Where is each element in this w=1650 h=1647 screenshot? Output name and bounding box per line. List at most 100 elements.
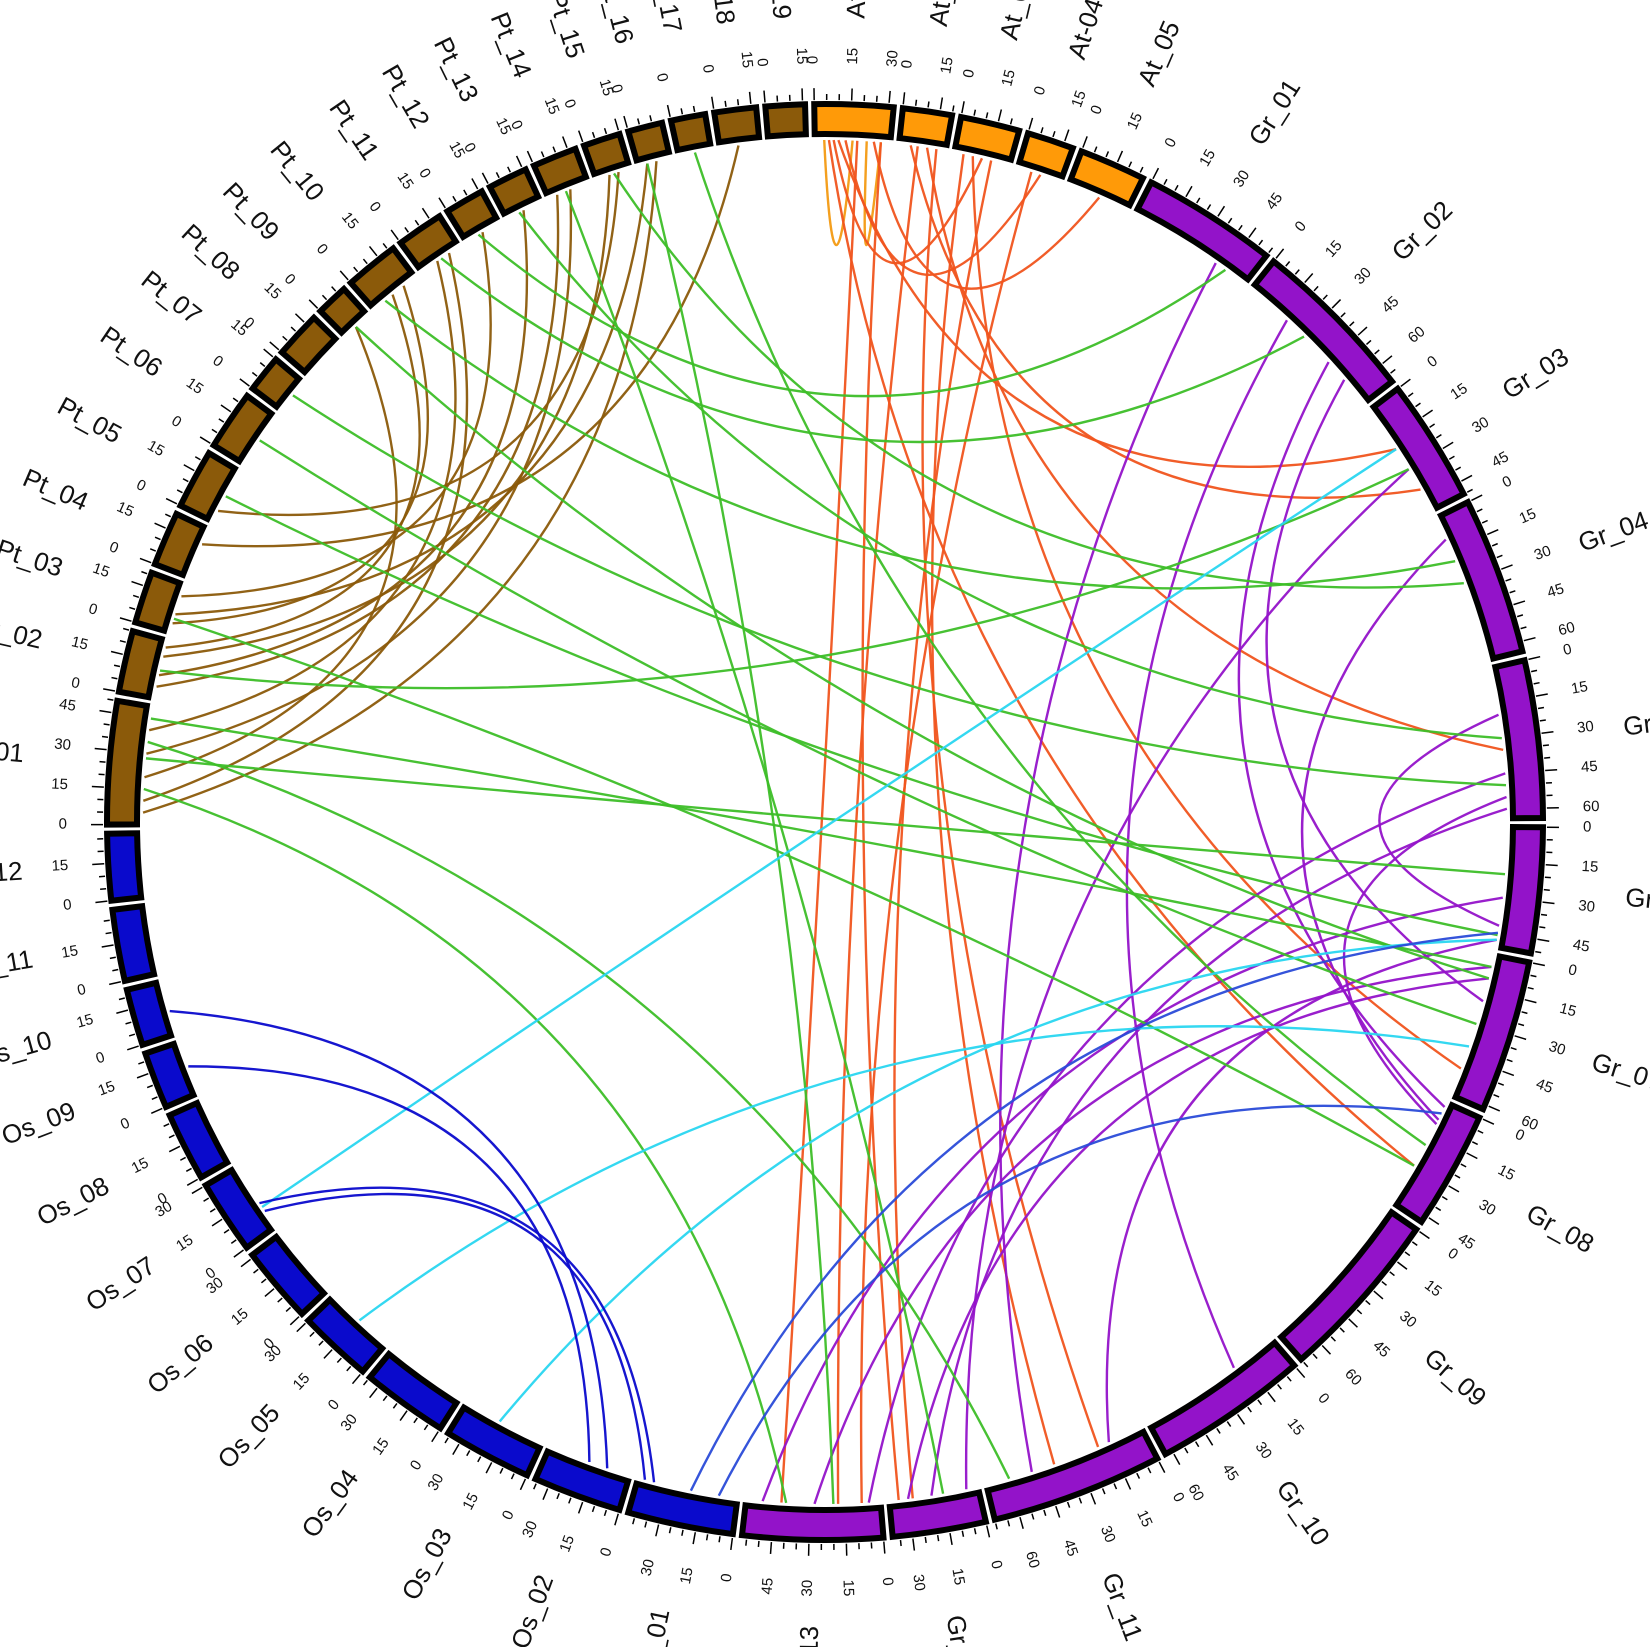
tick-os-10-20 [118,997,125,1001]
tick-pt-18-5 [724,100,727,107]
chromosome-at-03 [951,113,1023,164]
link-at-02-gr-05-7 [925,147,1504,752]
tick-gr-03-20 [1429,423,1436,428]
tick-label-gr-04-15: 15 [1517,505,1539,527]
chromosome-os-02 [531,1447,632,1514]
tick-pt-12-10 [463,189,468,196]
tick-gr-10-45 [1205,1434,1214,1446]
tick-gr-04-30 [1501,564,1513,570]
chromosome-label-gr-01: Gr_01 [1242,74,1306,151]
tick-os-05-0 [351,1374,361,1385]
tick-label-gr-06-45: 45 [1572,936,1591,955]
tick-gr-04-50 [1516,614,1524,618]
link-pt-02-gr-03-52 [159,468,1410,690]
tick-label-gr-09-15: 15 [1421,1277,1445,1301]
chromosome-label-gr-03: Gr_03 [1497,341,1574,405]
tick-gr-10-30 [1237,1414,1246,1425]
tick-gr-04-10 [1481,519,1488,524]
link-pt-10-gr-04-59 [384,299,1456,590]
tick-pt-01-30 [94,747,107,751]
tick-os-01-20 [681,1529,684,1536]
tick-label-pt-19-0: 0 [753,58,771,68]
tick-label-gr-12-0: 0 [987,1559,1005,1571]
tick-os-11-15 [101,944,114,948]
chromosome-label-pt-14: Pt_14 [485,8,538,82]
tick-label-os-06-30: 30 [203,1274,227,1298]
tick-os-04-15 [399,1410,408,1421]
tick-pt-09-0 [308,299,319,309]
tick-label-os-01-30: 30 [638,1558,658,1578]
tick-gr-10-0 [1296,1367,1306,1379]
tick-gr-11-25 [1101,1488,1106,1495]
tick-os-05-25 [309,1331,315,1338]
tick-gr-06-35 [1540,913,1548,917]
tick-os-04-25 [382,1395,388,1402]
tick-gr-10-55 [1184,1447,1189,1454]
tick-gr-07-10 [1527,986,1534,990]
tick-label-os-09-15: 15 [96,1078,118,1100]
tick-label-gr-05-60: 60 [1583,798,1600,815]
tick-gr-04-0 [1471,494,1483,502]
chromosome-gr-02 [1250,257,1397,405]
link-os-01-os-07-71 [259,1186,656,1483]
tick-gr-07-50 [1497,1082,1505,1086]
tick-pt-12-15 [471,178,479,190]
tick-gr-12-10 [961,1530,965,1537]
tick-label-gr-07-30: 30 [1547,1038,1568,1059]
tick-pt-03-10 [132,594,140,599]
tick-at-02-5 [914,99,918,106]
tick-gr-06-25 [1543,888,1550,891]
tick-label-pt-08-15: 15 [261,279,285,303]
tick-gr-12-30 [912,1538,916,1551]
chromosome-label-at-03: At_03 [993,0,1038,43]
chromosome-pt-16 [624,119,673,165]
link-at-01-gr-08-15 [827,139,1415,1167]
link-pt-05-pt-15-40 [217,171,620,517]
tick-at-03-0 [961,101,965,114]
tick-pt-01-15 [91,785,104,788]
tick-gr-03-35 [1448,455,1455,460]
link-pt-03-pt-12-38 [181,232,492,598]
tick-gr-07-5 [1530,974,1537,978]
chromosome-pt-08 [277,313,340,377]
tick-gr-12-5 [973,1528,977,1535]
tick-gr-10-50 [1194,1441,1200,1448]
tick-gr-04-40 [1509,590,1516,594]
tick-os-10-5 [128,1033,136,1037]
tick-gr-02-0 [1275,248,1285,259]
tick-label-gr-06-15: 15 [1581,858,1599,876]
link-pt-13-gr-05-47 [518,211,1502,740]
tick-pt-04-0 [139,557,152,564]
tick-at-04-5 [1040,127,1044,134]
tick-gr-11-50 [1043,1509,1047,1516]
tick-os-08-25 [163,1123,170,1127]
chromosome-label-os-12: Os_12 [0,856,23,891]
tick-pt-02-0 [103,688,116,692]
chromosome-os-04 [365,1349,461,1433]
tick-os-08-20 [168,1134,175,1139]
tick-pt-18-10 [736,99,740,106]
tick-label-pt-11-15: 15 [393,169,416,192]
tick-gr-01-20 [1196,197,1201,204]
tick-gr-07-60 [1488,1105,1501,1112]
tick-label-gr-10-0: 0 [1314,1390,1332,1407]
tick-label-gr-08-15: 15 [1495,1161,1518,1184]
tick-os-04-10 [413,1417,418,1424]
tick-os-02-0 [614,1513,619,1526]
link-os-01-os-07-70 [264,1192,647,1480]
link-gr-02-gr-08-29 [1237,361,1446,1108]
tick-label-gr-11-45: 45 [1060,1537,1081,1558]
tick-gr-08-15 [1466,1152,1478,1160]
link-pt-01-pt-14-32 [146,189,573,755]
tick-os-12-15 [92,863,105,866]
tick-gr-08-45 [1428,1217,1440,1225]
chromosome-label-pt-18: Pt_18 [703,0,741,26]
tick-pt-02-25 [122,627,130,631]
chromosome-label-gr-07: Gr_07 [1588,1046,1650,1096]
chromosome-os-06 [248,1232,329,1319]
tick-gr-05-40 [1544,756,1551,759]
tick-os-02-20 [568,1497,572,1504]
chromosome-gr-01 [1133,178,1271,284]
tick-label-gr-02-45: 45 [1379,293,1403,317]
tick-at-05-0 [1082,136,1088,148]
